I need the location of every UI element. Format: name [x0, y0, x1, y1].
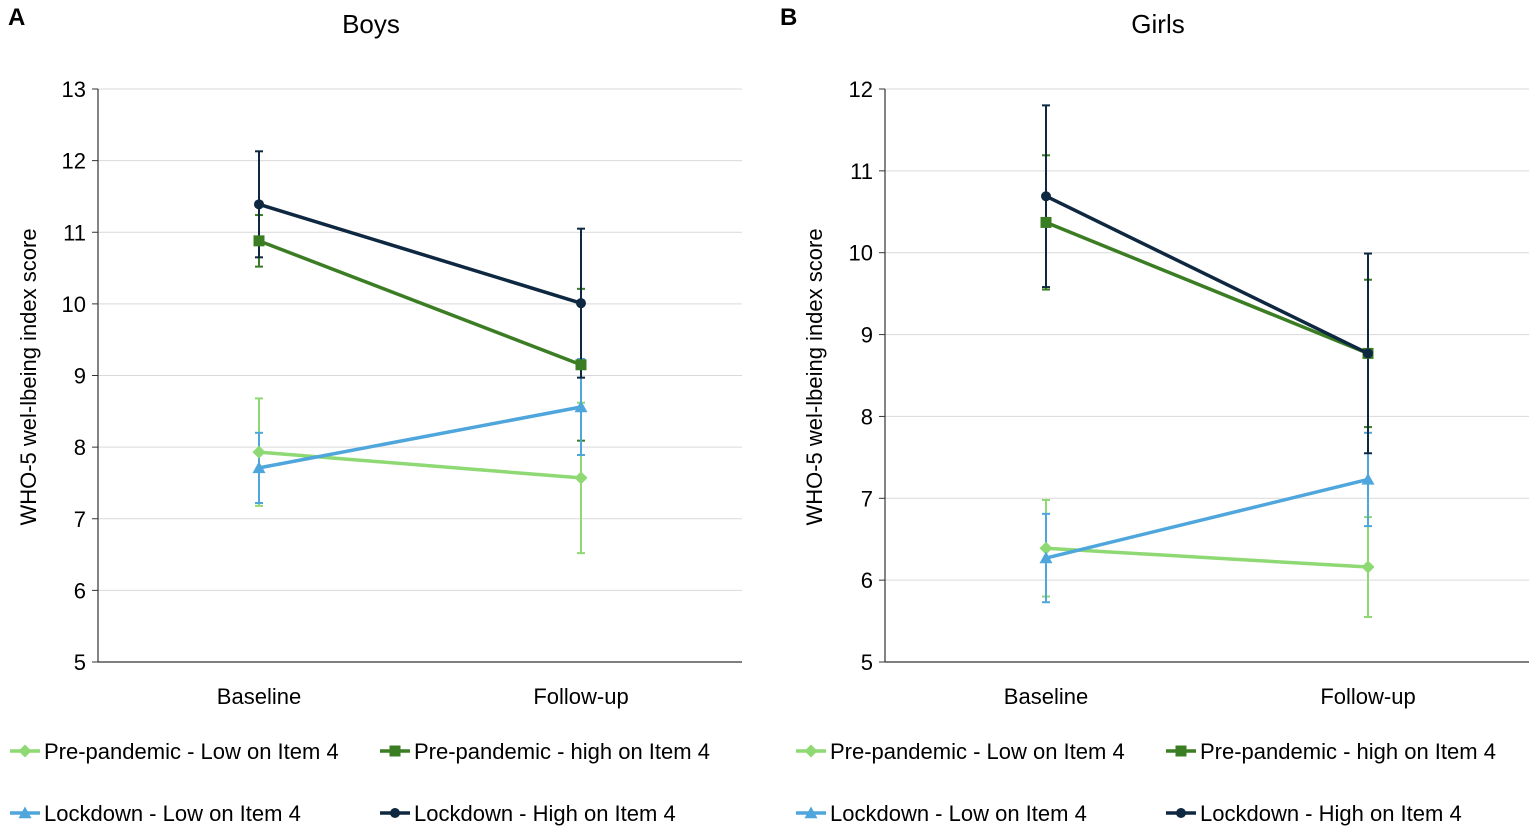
plot-area-girls: 5 6 7 8 9 10 11 12 Baseline Follow-up	[849, 77, 1529, 709]
boys-legend-label-pre-pandemic-high-on-item-4: Pre-pandemic - high on Item 4	[414, 739, 710, 764]
boys-series-line-pre-pandemic-low-on-item-4	[258, 450, 582, 480]
boys-data-point-lockdown-low-on-item-4-1	[574, 400, 588, 413]
girls-y-tick-label-8: 8	[861, 404, 873, 429]
girls-series-line-lockdown-high-on-item-4	[1045, 194, 1369, 355]
girls-y-tick-label-9: 9	[861, 323, 873, 348]
boys-y-tick-label-8: 8	[74, 435, 86, 460]
boys-y-tick-label-6: 6	[74, 578, 86, 603]
boys-data-point-pre-pandemic-high-on-item-4-0	[253, 235, 265, 247]
girls-legend-label-pre-pandemic-high-on-item-4: Pre-pandemic - high on Item 4	[1200, 739, 1496, 764]
girls-data-point-pre-pandemic-low-on-item-4-1	[1361, 560, 1375, 574]
girls-series-line-lockdown-low-on-item-4	[1045, 477, 1369, 560]
chart-title-girls: Girls	[1131, 9, 1184, 39]
girls-x-tick-label-baseline: Baseline	[1004, 684, 1088, 709]
boys-legend-label-pre-pandemic-low-on-item-4: Pre-pandemic - Low on Item 4	[44, 739, 339, 764]
girls-y-tick-label-10: 10	[849, 241, 873, 266]
y-axis-label-boys: WHO-5 wel-lbeing index score	[16, 228, 41, 525]
girls-legend-marker-pre-pandemic-high-on-item-4	[1175, 745, 1187, 757]
legend-boys: Pre-pandemic - Low on Item 4 Pre-pandemic…	[10, 739, 710, 826]
girls-legend-label-pre-pandemic-low-on-item-4: Pre-pandemic - Low on Item 4	[830, 739, 1125, 764]
girls-legend-marker-pre-pandemic-low-on-item-4	[804, 744, 818, 758]
girls-data-point-lockdown-high-on-item-4-1	[1363, 348, 1373, 359]
girls-x-tick-label-follow-up: Follow-up	[1320, 684, 1415, 709]
girls-series-line-pre-pandemic-high-on-item-4	[1045, 220, 1369, 356]
boys-legend-marker-lockdown-high-on-item-4	[390, 808, 400, 818]
boys-data-point-pre-pandemic-low-on-item-4-1	[574, 471, 588, 485]
boys-y-tick-label-13: 13	[62, 77, 86, 102]
boys-y-tick-label-7: 7	[74, 507, 86, 532]
panel-label-b: B	[780, 4, 797, 31]
legend-girls: Pre-pandemic - Low on Item 4 Pre-pandemic…	[796, 739, 1496, 826]
boys-series-line-pre-pandemic-high-on-item-4	[258, 239, 582, 367]
boys-y-tick-label-12: 12	[62, 149, 86, 174]
boys-data-point-lockdown-high-on-item-4-1	[576, 298, 586, 309]
boys-legend-label-lockdown-low-on-item-4: Lockdown - Low on Item 4	[44, 801, 301, 826]
girls-data-point-lockdown-low-on-item-4-1	[1361, 472, 1375, 485]
boys-x-tick-label-follow-up: Follow-up	[533, 684, 628, 709]
girls-data-point-lockdown-low-on-item-4-0	[1039, 551, 1053, 564]
girls-y-tick-label-5: 5	[861, 650, 873, 675]
girls-y-tick-label-6: 6	[861, 568, 873, 593]
boys-y-tick-label-10: 10	[62, 292, 86, 317]
girls-legend-marker-lockdown-low-on-item-4	[804, 806, 818, 819]
plot-area-boys: 5 6 7 8 9 10 11 12 13 Baseline Follow-up	[62, 77, 742, 709]
boys-y-tick-label-5: 5	[74, 650, 86, 675]
girls-legend-label-lockdown-low-on-item-4: Lockdown - Low on Item 4	[830, 801, 1087, 826]
boys-series-line-lockdown-high-on-item-4	[258, 202, 582, 305]
chart-title-boys: Boys	[342, 9, 400, 39]
y-axis-label-girls: WHO-5 wel-lbeing index score	[802, 228, 827, 525]
boys-data-point-lockdown-high-on-item-4-0	[254, 199, 264, 210]
boys-legend-marker-pre-pandemic-high-on-item-4	[389, 745, 401, 757]
panel-label-a: A	[8, 4, 25, 31]
boys-legend-label-lockdown-high-on-item-4: Lockdown - High on Item 4	[414, 801, 676, 826]
girls-y-tick-label-7: 7	[861, 486, 873, 511]
boys-y-tick-label-11: 11	[63, 220, 86, 245]
boys-series-line-lockdown-low-on-item-4	[258, 405, 582, 470]
girls-data-point-pre-pandemic-high-on-item-4-0	[1040, 216, 1052, 228]
boys-data-point-pre-pandemic-high-on-item-4-1	[575, 359, 587, 371]
boys-data-point-pre-pandemic-low-on-item-4-0	[252, 445, 266, 459]
girls-series-line-pre-pandemic-low-on-item-4	[1045, 546, 1369, 569]
boys-x-tick-label-baseline: Baseline	[217, 684, 301, 709]
boys-legend-marker-pre-pandemic-low-on-item-4	[18, 744, 32, 758]
girls-y-tick-label-12: 12	[849, 77, 873, 102]
girls-data-point-lockdown-high-on-item-4-0	[1041, 191, 1051, 202]
girls-legend-marker-lockdown-high-on-item-4	[1176, 808, 1186, 818]
boys-y-tick-label-9: 9	[74, 364, 86, 389]
girls-data-point-pre-pandemic-low-on-item-4-0	[1039, 541, 1053, 555]
girls-y-tick-label-11: 11	[850, 159, 873, 184]
boys-data-point-lockdown-low-on-item-4-0	[252, 461, 266, 474]
boys-legend-marker-lockdown-low-on-item-4	[18, 806, 32, 819]
girls-legend-label-lockdown-high-on-item-4: Lockdown - High on Item 4	[1200, 801, 1462, 826]
